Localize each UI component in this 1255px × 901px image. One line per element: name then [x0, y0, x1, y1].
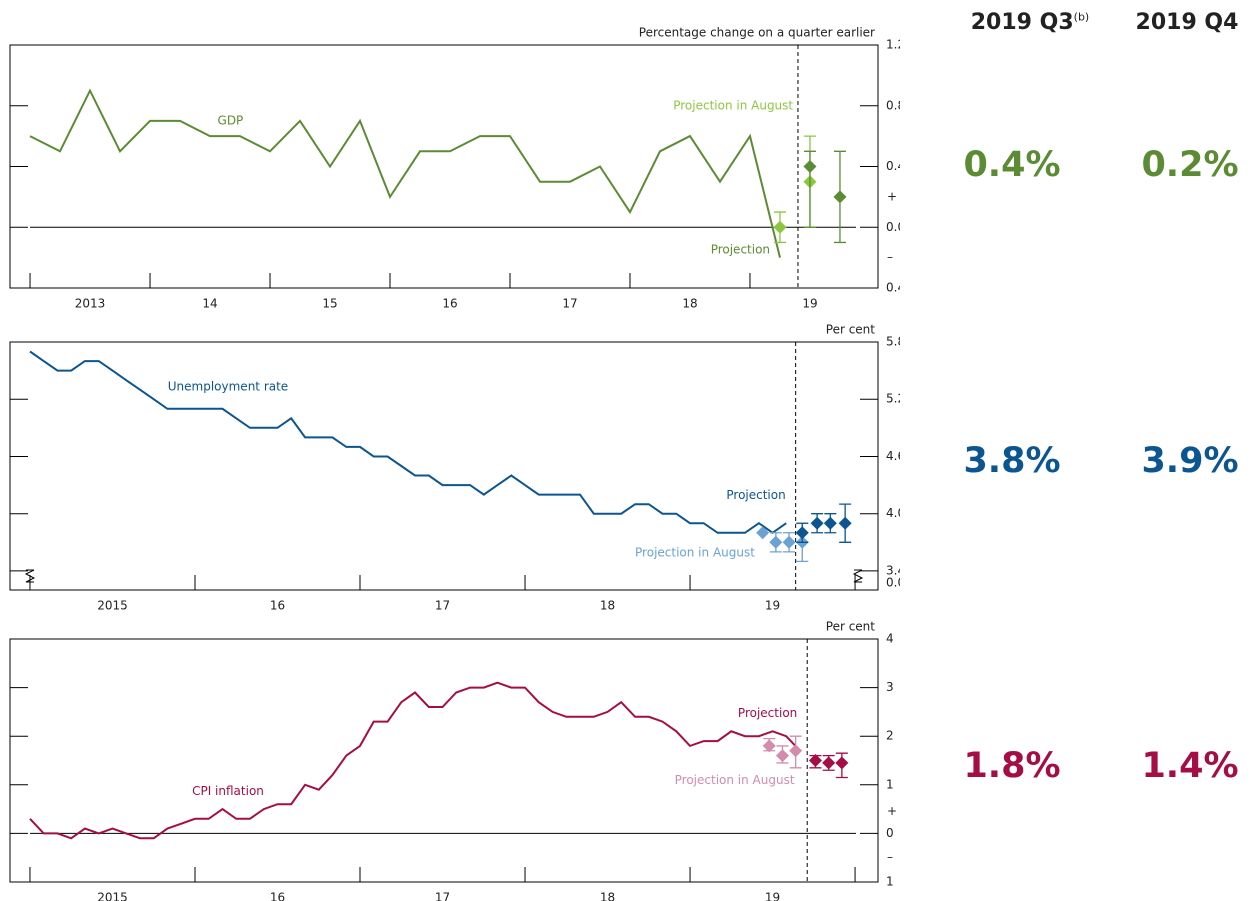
projection-point: [773, 220, 787, 234]
column-header: 2019 Q4: [1107, 10, 1255, 35]
x-tick-label: 18: [600, 599, 615, 613]
y-tick-label: 3: [886, 680, 894, 694]
summary-value: 3.9%: [1141, 441, 1239, 481]
projection-point: [756, 526, 770, 540]
y-tick-label: 0.4: [886, 159, 900, 173]
summary-value: 0.4%: [963, 145, 1061, 185]
projection-point: [782, 535, 796, 549]
x-tick-label: 16: [270, 599, 285, 613]
projection-point: [789, 744, 803, 758]
projection-label: Projection: [711, 243, 770, 257]
plot-frame: [9, 638, 879, 883]
series-line: [29, 681, 801, 840]
projection-point: [795, 526, 809, 540]
y-tick-label: 0.0: [886, 220, 900, 234]
axis-title: Per cent: [826, 620, 876, 634]
projection-point: [762, 739, 776, 753]
summary-value: 3.8%: [963, 441, 1061, 481]
axis-break: [24, 569, 36, 583]
projection-point: [810, 516, 824, 530]
y-tick-label: 2: [886, 729, 894, 743]
column-label: 2019 Q4: [1135, 10, 1239, 35]
series-line: [29, 350, 787, 535]
x-tick-label: 19: [765, 891, 780, 901]
projection-point: [838, 516, 852, 530]
y-tick-label: 4: [886, 632, 894, 646]
x-tick-label: 17: [562, 297, 577, 311]
series-line: [29, 88, 781, 258]
x-tick-label: 17: [435, 599, 450, 613]
x-tick-label: 2015: [97, 891, 128, 901]
projection-point: [775, 749, 789, 763]
x-tick-label: 2013: [75, 297, 106, 311]
projection-label: Projection: [738, 706, 797, 720]
column-label: 2019 Q3: [970, 10, 1074, 35]
projection-point: [833, 190, 847, 204]
x-tick-label: 16: [442, 297, 457, 311]
projection-point: [822, 756, 836, 770]
projection-label: Projection: [726, 488, 785, 502]
sign-label: +: [887, 804, 897, 818]
x-tick-label: 15: [322, 297, 337, 311]
plot-frame: [9, 341, 879, 591]
sign-label: –: [887, 250, 893, 264]
projection-point: [769, 535, 783, 549]
summary-value: 1.4%: [1141, 746, 1239, 786]
y-tick-label: 5.2: [886, 392, 900, 406]
x-tick-label: 14: [202, 297, 217, 311]
y-tick-label: 0: [886, 826, 894, 840]
projection-point: [823, 516, 837, 530]
series-label: Unemployment rate: [168, 379, 288, 393]
x-tick-label: 17: [435, 891, 450, 901]
x-tick-label: 19: [765, 599, 780, 613]
summary-value: 1.8%: [963, 746, 1061, 786]
y-tick-label: 5.8: [886, 335, 900, 349]
sign-label: +: [887, 189, 897, 203]
sign-label: –: [887, 850, 893, 864]
axis-break: [852, 569, 864, 583]
series-label: CPI inflation: [192, 784, 264, 798]
axis-title: Per cent: [826, 323, 876, 337]
x-tick-label: 19: [802, 297, 817, 311]
axis-title: Percentage change on a quarter earlier: [639, 26, 875, 40]
charts: Percentage change on a quarter earlier 1.…: [9, 26, 900, 901]
y-tick-label: 3.4: [886, 563, 900, 577]
y-tick-label: 4.6: [886, 449, 900, 463]
y-tick-label: 0.4: [886, 281, 900, 295]
y-tick-label: 1: [886, 777, 894, 791]
projection-point: [808, 754, 822, 767]
x-tick-label: 2015: [97, 599, 128, 613]
x-tick-label: 18: [600, 891, 615, 901]
summary-value: 0.2%: [1141, 145, 1239, 185]
column-note: (b): [1073, 10, 1090, 24]
x-tick-label: 16: [270, 891, 285, 901]
projection-label: Projection in August: [673, 98, 793, 112]
axis-break-label: 0.0: [886, 576, 900, 590]
series-label: GDP: [218, 113, 244, 127]
y-tick-label: 1.2: [886, 38, 900, 52]
projection-point: [803, 160, 817, 173]
projection-label: Projection in August: [635, 545, 755, 559]
y-tick-label: 0.8: [886, 98, 900, 112]
y-tick-label: 4.0: [886, 506, 900, 520]
projection-point: [835, 756, 849, 770]
x-tick-label: 18: [682, 297, 697, 311]
y-tick-label: 1: [886, 875, 894, 889]
projection-label: Projection in August: [675, 773, 795, 787]
column-header: 2019 Q3(b): [950, 10, 1110, 35]
